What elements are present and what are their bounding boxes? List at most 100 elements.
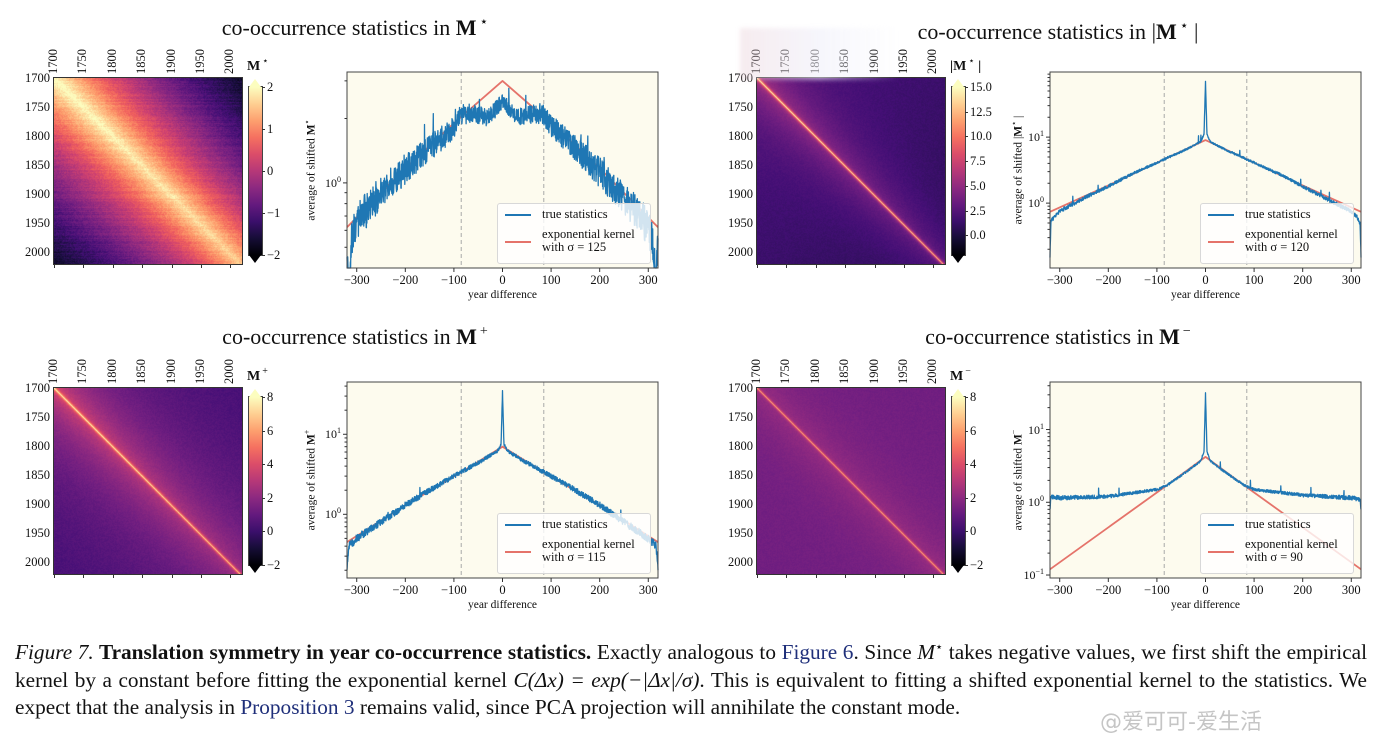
matrix-superscript: ⋆ <box>1009 120 1019 126</box>
x-tick-label: 100 <box>541 273 561 287</box>
x-tick-label: −100 <box>441 273 467 287</box>
heatmap-y-tick-label: 1750 <box>728 100 753 115</box>
heatmap-x-tick <box>874 574 876 578</box>
colorbar-tick <box>965 430 968 432</box>
x-tick-label: 0 <box>1202 273 1209 287</box>
heatmap-y-tick-label: 2000 <box>25 555 50 570</box>
colorbar-tick-label: 10.0 <box>970 129 992 144</box>
heatmap-x-tick-label: 1950 <box>192 49 207 74</box>
caption-link[interactable]: Proposition 3 <box>240 695 355 720</box>
heatmap-x-tick-label: 1950 <box>895 359 910 384</box>
y-tick-label: 100 <box>325 506 341 522</box>
x-tick-label: 0 <box>499 273 506 287</box>
colorbar-tick <box>262 497 265 499</box>
watermark: @爱可可-爱生活 <box>1100 710 1262 735</box>
legend-label: true statistics <box>542 517 608 531</box>
y-tick-base: 10 <box>325 427 337 442</box>
legend-label: exponential kernel with σ = 115 <box>542 538 635 564</box>
colorbar-tick <box>965 397 968 398</box>
colorbar-tick-label: −2 <box>970 558 984 572</box>
legend-swatch <box>1208 214 1234 216</box>
caption-link[interactable]: Figure 6 <box>781 640 854 665</box>
heatmap-x-tick-label: 2000 <box>925 359 940 384</box>
y-tick-base: 10 <box>1028 495 1040 510</box>
heatmap-y-tick-label: 2000 <box>25 245 50 260</box>
colorbar-tick-label: −1 <box>267 206 281 220</box>
x-tick-label: −100 <box>1144 583 1170 597</box>
heatmap-x-tick <box>171 264 173 268</box>
y-tick-label: 100 <box>325 175 341 191</box>
y-tick-exponent: 0 <box>1040 195 1044 205</box>
colorbar-tick-label: 8 <box>267 390 274 404</box>
x-tick-label: −300 <box>1046 273 1073 287</box>
colorbar-tick <box>262 531 265 533</box>
colorbar-tick <box>965 210 968 212</box>
colorbar-tick <box>965 235 968 237</box>
matrix-symbol: M <box>455 15 477 40</box>
colorbar <box>951 396 966 566</box>
heatmap-y-tick-label: 1850 <box>728 158 753 173</box>
colorbar-tick-label: −2 <box>267 248 281 262</box>
matrix-superscript: ⋆ <box>262 56 269 67</box>
colorbar-tick-label: 0 <box>267 164 274 178</box>
legend-swatch <box>1208 551 1234 553</box>
heatmap-x-tick <box>83 264 85 268</box>
line-plot <box>343 71 659 272</box>
y-tick-label: 100 <box>1028 494 1044 510</box>
heatmap-x-tick-label: 1850 <box>837 359 852 384</box>
heatmap-x-tick <box>171 574 173 578</box>
heatmap-x-tick <box>230 264 232 268</box>
matrix-symbol: M <box>1155 19 1177 44</box>
caption-text: remains valid, since PCA projection will… <box>354 695 961 720</box>
colorbar-tick <box>262 213 265 214</box>
x-axis-label: year difference <box>467 289 538 301</box>
y-axis-label-text: average of shifted <box>1012 445 1025 531</box>
heatmap-frame <box>53 387 243 575</box>
colorbar-tick-label: 0 <box>970 524 977 539</box>
colorbar <box>248 396 263 566</box>
heatmap-y-tick-label: 1950 <box>728 216 753 231</box>
heatmap-x-tick-label: 1850 <box>134 359 149 384</box>
colorbar-tick <box>965 161 968 163</box>
caption-text: . Since <box>853 640 918 665</box>
matrix-superscript: ⋆ <box>968 56 975 67</box>
y-tick-exponent: 0 <box>1040 494 1044 504</box>
heatmap-y-tick-label: 1800 <box>25 129 50 144</box>
x-tick-label: −100 <box>441 583 467 597</box>
panel-title: co-occurrence statistics in M − <box>925 324 1191 350</box>
heatmap-y-tick-label: 2000 <box>728 555 753 570</box>
colorbar-extend-max <box>952 79 964 87</box>
heatmap-y-tick-label: 1950 <box>25 526 50 541</box>
heatmap-x-tick <box>786 264 788 268</box>
heatmap-y-tick-label: 1900 <box>728 497 753 512</box>
colorbar-tick-label: 6 <box>970 423 977 438</box>
legend-swatch <box>505 551 531 553</box>
colorbar-tick-label: 15.0 <box>970 80 992 94</box>
matrix-symbol: M <box>950 369 964 384</box>
colorbar-extend-max <box>249 79 261 87</box>
heatmap-x-tick-label: 1800 <box>104 49 119 74</box>
heatmap-y-tick-label: 1900 <box>25 187 50 202</box>
y-axis-label: average of shifted M− <box>1010 430 1025 531</box>
y-axis-label: average of shifted M⋆ <box>303 119 318 220</box>
heatmap-y-tick-label: 1750 <box>25 100 50 115</box>
heatmap-x-tick <box>845 574 847 578</box>
heatmap-x-tick <box>54 264 55 268</box>
true-statistics-line <box>1049 80 1362 258</box>
legend-label-line2: with σ = 90 <box>1245 550 1303 564</box>
colorbar-label: M ⋆ <box>247 56 268 75</box>
heatmap-x-tick <box>142 574 144 578</box>
y-tick-label: 101 <box>325 426 341 442</box>
colorbar-tick <box>262 397 265 398</box>
heatmap-x-tick <box>933 264 935 268</box>
y-tick-exponent: −1 <box>1035 567 1044 577</box>
matrix-symbol: M <box>247 369 261 384</box>
y-axis-label: average of shifted |M⋆ | <box>1009 115 1025 225</box>
heatmap <box>757 388 945 574</box>
heatmap-frame <box>756 77 946 265</box>
colorbar-tick <box>965 531 968 533</box>
colorbar <box>248 86 263 256</box>
matrix-symbol: M <box>953 59 967 74</box>
heatmap-frame <box>53 77 243 265</box>
heatmap-y-tick-label: 1700 <box>728 381 753 395</box>
